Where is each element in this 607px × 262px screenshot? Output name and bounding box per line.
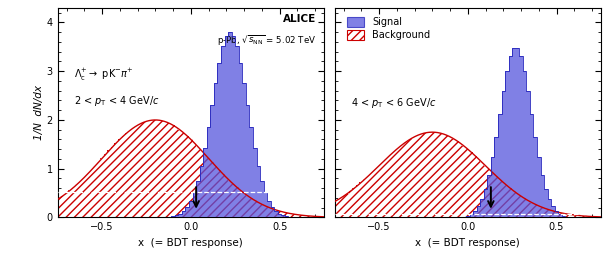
Text: 2 < $p_{\rm T}$ < 4 GeV/$c$: 2 < $p_{\rm T}$ < 4 GeV/$c$ <box>73 94 159 108</box>
Text: 4 < $p_{\rm T}$ < 6 GeV/$c$: 4 < $p_{\rm T}$ < 6 GeV/$c$ <box>351 96 436 110</box>
Text: p-Pb, $\sqrt{s_{\rm NN}}$ = 5.02 TeV: p-Pb, $\sqrt{s_{\rm NN}}$ = 5.02 TeV <box>217 33 316 47</box>
Text: $\Lambda_{\rm c}^{+} \rightarrow$ pK$^{-}\pi^{+}$: $\Lambda_{\rm c}^{+} \rightarrow$ pK$^{-… <box>73 67 134 83</box>
Text: ALICE: ALICE <box>283 14 316 24</box>
Y-axis label: 1/N  dN/dx: 1/N dN/dx <box>34 85 44 140</box>
X-axis label: x  (= BDT response): x (= BDT response) <box>415 238 520 248</box>
Legend: Signal, Background: Signal, Background <box>345 15 432 42</box>
X-axis label: x  (= BDT response): x (= BDT response) <box>138 238 243 248</box>
